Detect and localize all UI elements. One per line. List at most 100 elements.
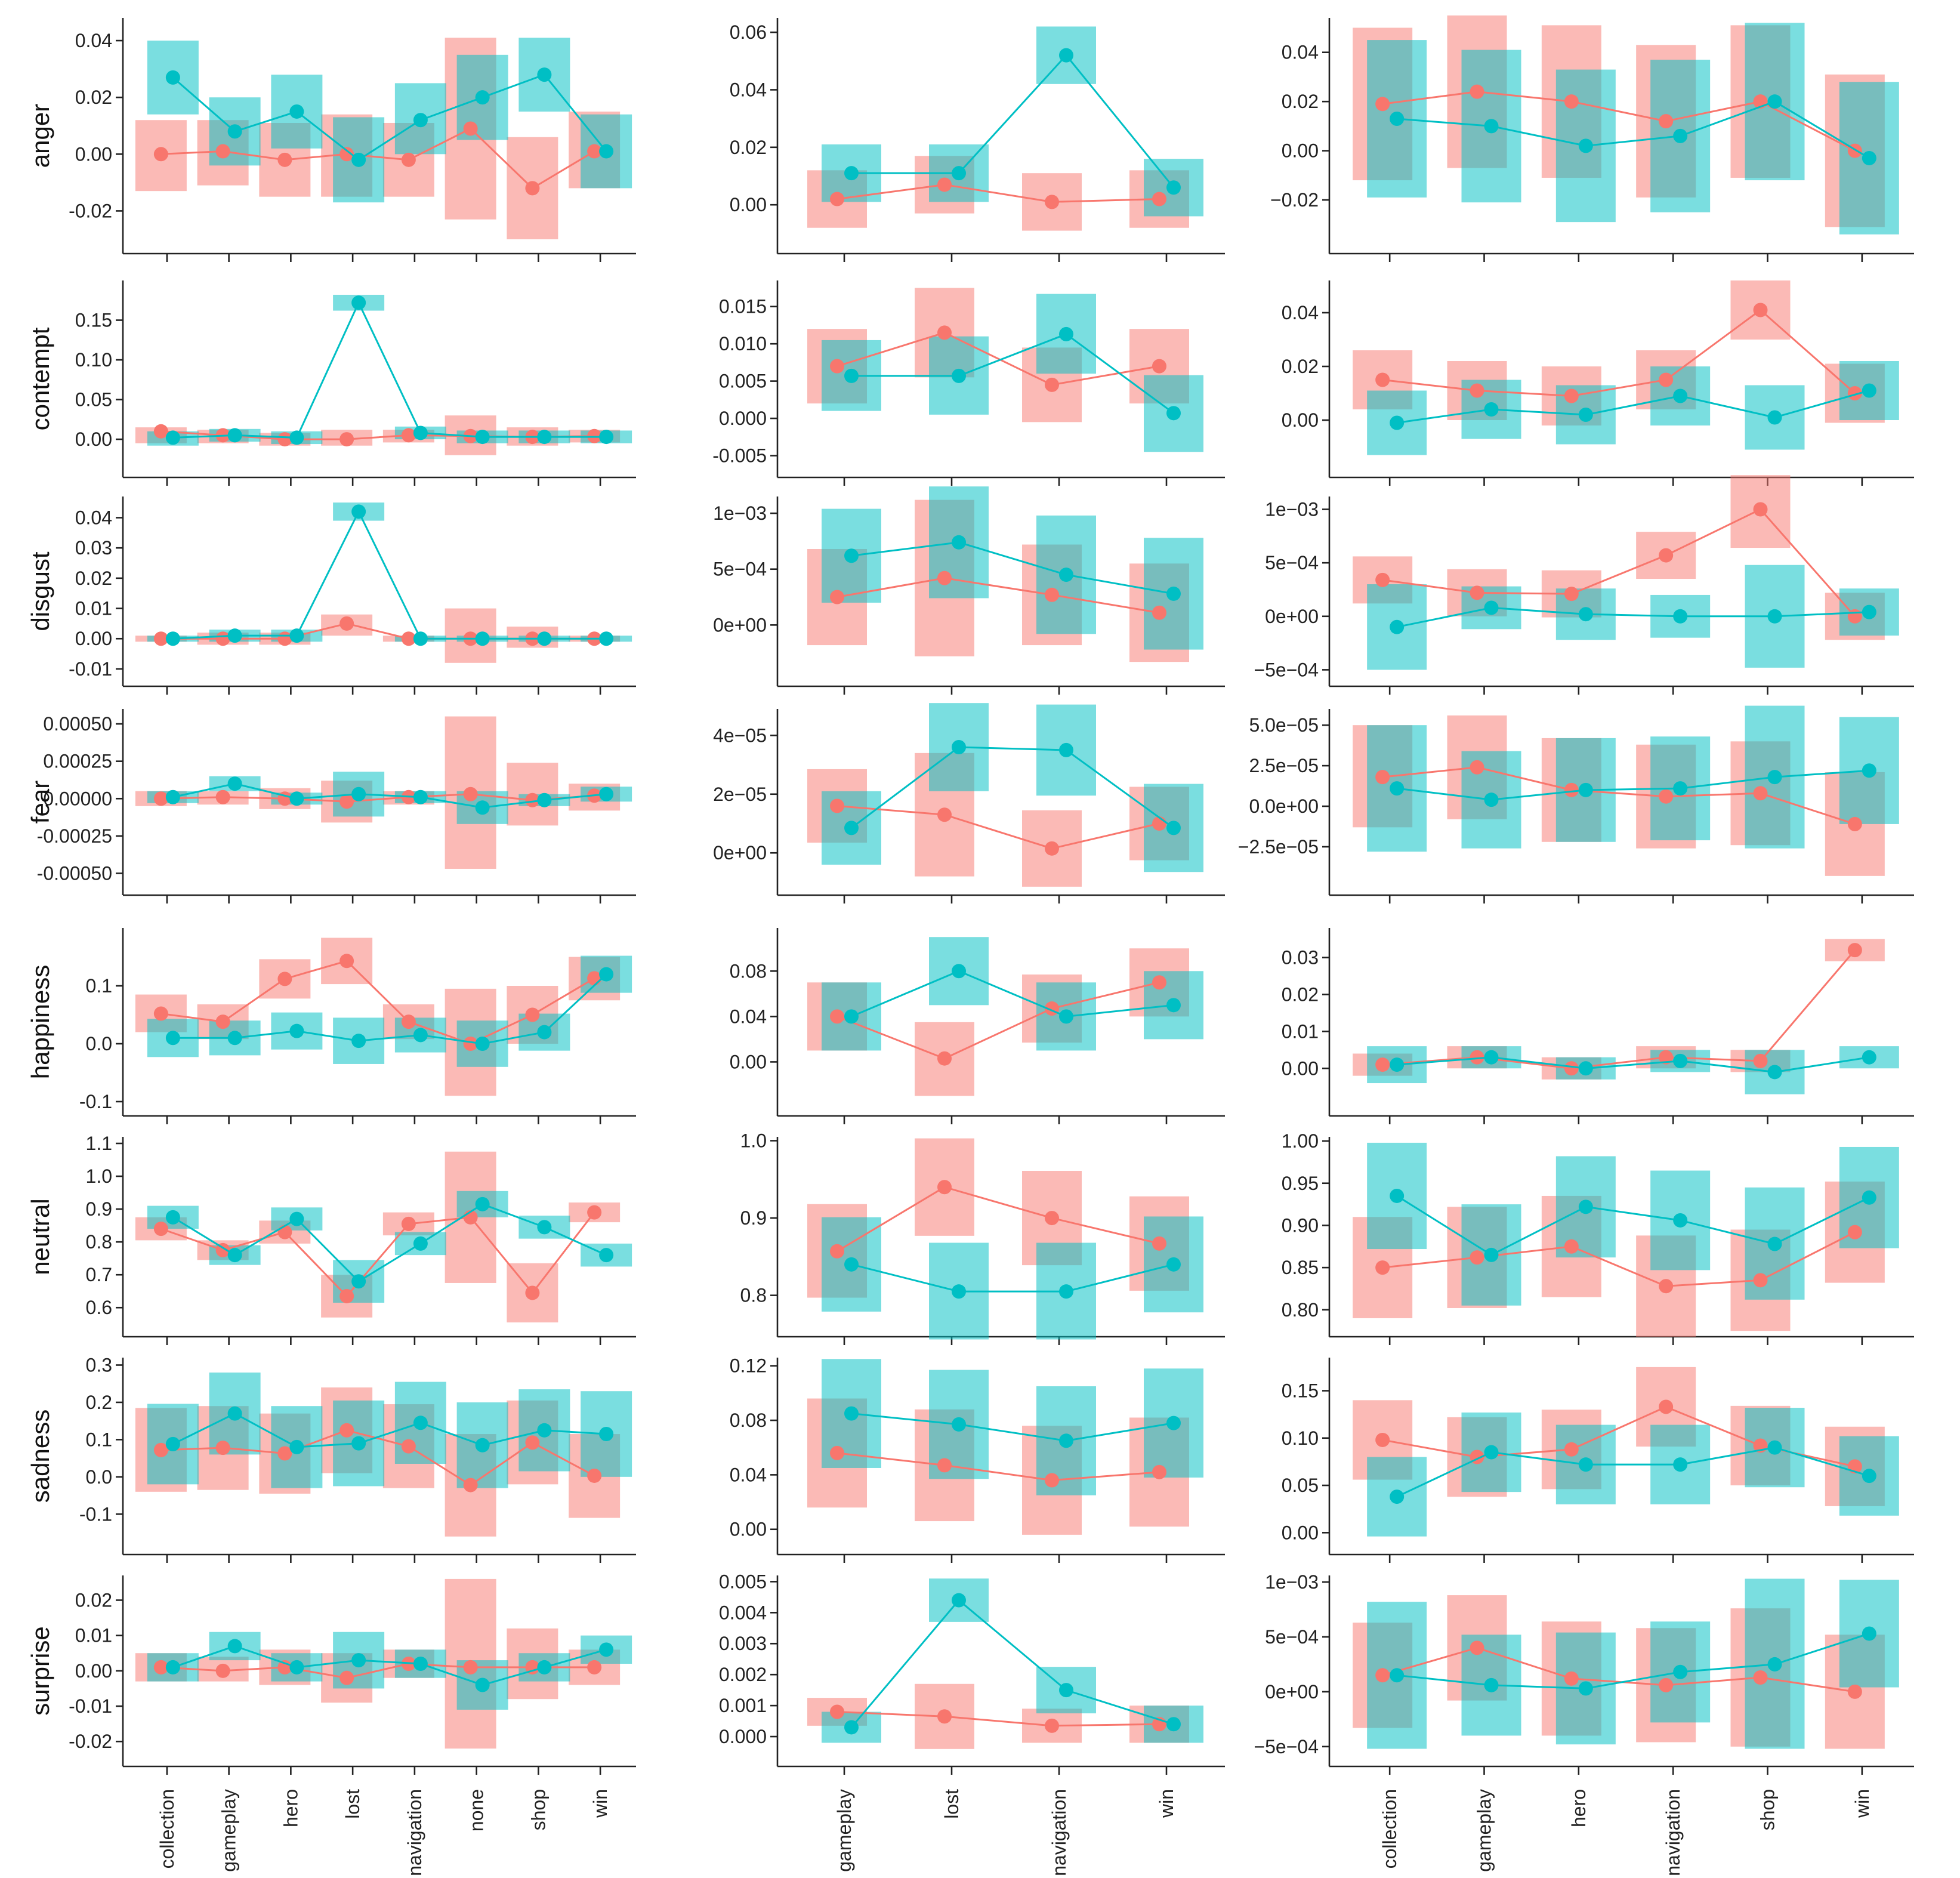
point-cyan-win <box>599 631 614 646</box>
series-line-cyan <box>851 746 1174 829</box>
panel-neutral-1: 1.0 0.9 0.8 <box>740 1130 1225 1345</box>
point-cyan-collection <box>165 790 180 804</box>
y-tick-label: 0.85 <box>1282 1257 1319 1278</box>
point-cyan-win <box>1862 763 1876 778</box>
point-cyan-collection <box>165 1210 180 1225</box>
y-tick-label: -0.1 <box>79 1091 112 1112</box>
point-red-hero <box>1564 1671 1579 1686</box>
point-red-collection <box>153 1442 168 1457</box>
y-tick-label: 0.0 <box>86 1033 112 1054</box>
point-cyan-collection <box>1390 1057 1405 1072</box>
panel-happiness-1: 0.08 0.04 0.00 <box>730 928 1225 1124</box>
y-tick-label: 5e−04 <box>1265 552 1319 573</box>
point-cyan-collection <box>1390 1490 1405 1504</box>
point-cyan-gameplay <box>1484 1677 1499 1692</box>
y-tick-label: 1.00 <box>1282 1130 1319 1152</box>
series-line-cyan <box>172 782 607 809</box>
point-red-lost <box>339 794 354 809</box>
x-category-label: lost <box>342 1789 363 1819</box>
point-red-navigation <box>401 631 416 646</box>
y-tick-label: −0.02 <box>1270 189 1319 211</box>
point-cyan-navigation <box>413 1416 428 1430</box>
point-cyan-shop <box>537 1220 552 1235</box>
panel-surprise-1: 0.005 0.004 0.003 0.002 0.001 0.000 gameplay lo… <box>719 1571 1225 1876</box>
series-line-cyan <box>1396 390 1870 424</box>
point-red-hero <box>277 1446 292 1461</box>
point-red-gameplay <box>1470 585 1484 600</box>
point-red-collection <box>153 424 168 439</box>
y-tick-label: -0.01 <box>69 658 112 680</box>
point-cyan-lost <box>351 1436 366 1451</box>
y-tick-label: 1.1 <box>86 1133 112 1154</box>
y-tick-label: 0.04 <box>1282 42 1319 63</box>
point-red-gameplay <box>1470 1050 1484 1065</box>
point-cyan-win <box>599 787 614 801</box>
point-cyan-hero <box>1578 408 1593 422</box>
point-red-hero <box>1564 782 1579 797</box>
point-cyan-shop <box>537 1025 552 1040</box>
y-tick-label: 1e−03 <box>1265 1571 1319 1593</box>
y-tick-label: 0.04 <box>1282 302 1319 323</box>
y-tick-label: 0.002 <box>719 1664 767 1685</box>
point-cyan-hero <box>289 104 304 119</box>
y-tick-label: 0.00 <box>75 428 112 450</box>
point-cyan-collection <box>1390 1188 1405 1203</box>
point-cyan-navigation <box>1059 1433 1073 1448</box>
y-tick-label: 0.10 <box>75 349 112 371</box>
point-cyan-hero <box>289 430 304 445</box>
panel-fear-0: 0.00050 0.00025 0.00000 -0.00025 -0.00050 fea… <box>26 709 636 903</box>
point-red-gameplay <box>1470 383 1484 398</box>
y-tick-label: 0.03 <box>1282 947 1319 969</box>
point-cyan-navigation <box>1059 1683 1073 1698</box>
y-tick-label: -0.00025 <box>37 825 112 847</box>
point-cyan-none <box>475 1677 490 1692</box>
series-line-cyan <box>851 333 1174 414</box>
x-category-label: collection <box>1379 1789 1400 1868</box>
point-cyan-gameplay <box>844 548 859 563</box>
y-tick-label: 0.9 <box>86 1198 112 1220</box>
point-cyan-collection <box>165 70 180 85</box>
point-red-win <box>1152 1236 1166 1251</box>
series-line-cyan <box>172 73 607 161</box>
point-red-gameplay <box>215 790 230 804</box>
point-cyan-win <box>599 1248 614 1263</box>
point-red-collection <box>1375 770 1390 785</box>
series-line-cyan <box>172 509 607 640</box>
y-tick-label: 1e−03 <box>713 502 767 524</box>
y-tick-label: 0.04 <box>730 1464 767 1485</box>
point-cyan-win <box>1862 1626 1876 1641</box>
y-tick-label: 0.00 <box>1282 1522 1319 1543</box>
series-line-red <box>837 804 1160 850</box>
point-cyan-shop <box>537 1423 552 1438</box>
point-cyan-win <box>599 1642 614 1657</box>
x-category-label: win <box>1851 1789 1873 1818</box>
point-cyan-win <box>1862 1050 1876 1065</box>
point-red-win <box>1152 975 1166 990</box>
y-tick-label: 0e+00 <box>1265 1681 1319 1703</box>
series-line-red <box>837 1186 1160 1253</box>
point-red-navigation <box>401 152 416 167</box>
x-category-label: gameplay <box>834 1789 855 1872</box>
point-cyan-lost <box>351 787 366 801</box>
point-red-shop <box>1753 1053 1768 1068</box>
point-red-shop <box>525 1007 540 1022</box>
y-tick-label: 0.015 <box>719 296 767 317</box>
point-red-collection <box>1375 1260 1390 1275</box>
row-label-anger: anger <box>26 104 54 168</box>
point-red-lost <box>339 432 354 447</box>
point-red-win <box>587 1468 602 1483</box>
y-tick-label: 0.0 <box>86 1466 112 1488</box>
point-cyan-gameplay <box>227 124 242 139</box>
point-cyan-hero <box>289 628 304 643</box>
point-cyan-hero <box>1578 1681 1593 1696</box>
y-tick-label: 0.02 <box>1282 983 1319 1005</box>
series-line-cyan <box>172 1412 607 1448</box>
point-cyan-gameplay <box>1484 1050 1499 1065</box>
point-cyan-win <box>1166 586 1181 601</box>
point-red-lost <box>339 1288 354 1303</box>
series-line-cyan <box>1397 1056 1870 1073</box>
point-red-gameplay <box>830 798 844 813</box>
point-cyan-gameplay <box>1484 1445 1499 1460</box>
y-tick-label: 0.8 <box>740 1285 767 1306</box>
point-cyan-shop <box>1767 1657 1782 1672</box>
